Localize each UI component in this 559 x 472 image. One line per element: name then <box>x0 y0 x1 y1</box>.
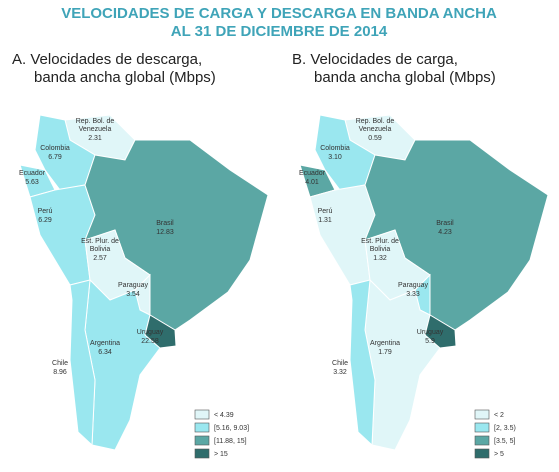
country-name: Est. Plur. de <box>81 238 119 245</box>
country-value: 5.63 <box>25 179 39 186</box>
country-name: Venezuela <box>359 126 392 133</box>
country-value: 3.10 <box>328 154 342 161</box>
map-title: banda ancha global (Mbps) <box>34 69 216 86</box>
legend-label: [2, 3.5) <box>494 425 516 432</box>
country-name: Brasil <box>156 220 174 227</box>
country-name: Chile <box>332 360 348 367</box>
country-chile <box>349 279 376 447</box>
country-name: Uruguay <box>137 329 164 336</box>
country-name: Est. Plur. de <box>361 238 399 245</box>
country-name: Bolivia <box>370 246 391 253</box>
country-value: 8.96 <box>53 369 67 376</box>
country-value: 1.31 <box>318 217 332 224</box>
country-peru <box>29 184 96 286</box>
country-name: Colombia <box>320 145 350 152</box>
map-title: banda ancha global (Mbps) <box>314 69 496 86</box>
country-value: 2.57 <box>93 255 107 262</box>
country-name: Paraguay <box>398 282 428 289</box>
country-value: 4.01 <box>305 179 319 186</box>
legend-label: > 15 <box>214 451 228 458</box>
country-chile <box>69 279 96 447</box>
legend-label: [5.16, 9.03] <box>214 425 249 432</box>
country-name: Rep. Bol. de <box>76 118 115 125</box>
country-value: 12.83 <box>156 229 174 236</box>
map-panel: B. Velocidades de carga,banda ancha glob… <box>292 51 549 459</box>
legend-swatch <box>474 435 490 446</box>
map-panel: A. Velocidades de descarga,banda ancha g… <box>12 51 269 459</box>
country-value: 6.29 <box>38 217 52 224</box>
map-title: B. Velocidades de carga, <box>292 51 458 68</box>
country-name: Ecuador <box>19 170 46 177</box>
map-title: A. Velocidades de descarga, <box>12 51 202 68</box>
country-value: 1.79 <box>378 349 392 356</box>
country-value: 0.59 <box>368 135 382 142</box>
legend-label: > 5 <box>494 451 504 458</box>
country-peru <box>309 184 376 286</box>
country-brasil <box>84 139 269 331</box>
country-value: 3.33 <box>406 291 420 298</box>
legend-label: < 4.39 <box>214 412 234 419</box>
legend-swatch <box>474 422 490 433</box>
country-name: Perú <box>318 208 333 215</box>
country-name: Brasil <box>436 220 454 227</box>
legend-label: < 2 <box>494 412 504 419</box>
country-name: Rep. Bol. de <box>356 118 395 125</box>
legend-swatch <box>194 422 210 433</box>
country-value: 1.32 <box>373 255 387 262</box>
country-value: 5.9 <box>425 338 435 345</box>
legend-swatch <box>194 448 210 459</box>
legend-swatch <box>194 409 210 420</box>
country-name: Ecuador <box>299 170 326 177</box>
country-name: Argentina <box>90 340 120 347</box>
legend-swatch <box>194 435 210 446</box>
country-value: 3.32 <box>333 369 347 376</box>
country-value: 6.79 <box>48 154 62 161</box>
legend-label: [11.88, 15] <box>214 438 247 445</box>
country-name: Colombia <box>40 145 70 152</box>
country-name: Perú <box>38 208 53 215</box>
country-name: Uruguay <box>417 329 444 336</box>
country-name: Argentina <box>370 340 400 347</box>
country-name: Bolivia <box>90 246 111 253</box>
legend-label: [3.5, 5] <box>494 438 515 445</box>
country-name: Chile <box>52 360 68 367</box>
country-value: 2.31 <box>88 135 102 142</box>
country-value: 4.23 <box>438 229 452 236</box>
country-uruguay <box>424 314 457 349</box>
legend-swatch <box>474 409 490 420</box>
country-brasil <box>364 139 549 331</box>
title: AL 31 DE DICIEMBRE DE 2014 <box>171 23 388 40</box>
country-value: 6.34 <box>98 349 112 356</box>
country-name: Venezuela <box>79 126 112 133</box>
country-value: 3.54 <box>126 291 140 298</box>
country-uruguay <box>144 314 177 349</box>
legend-swatch <box>474 448 490 459</box>
country-value: 22.58 <box>141 338 159 345</box>
title: VELOCIDADES DE CARGA Y DESCARGA EN BANDA… <box>61 5 497 22</box>
country-name: Paraguay <box>118 282 148 289</box>
